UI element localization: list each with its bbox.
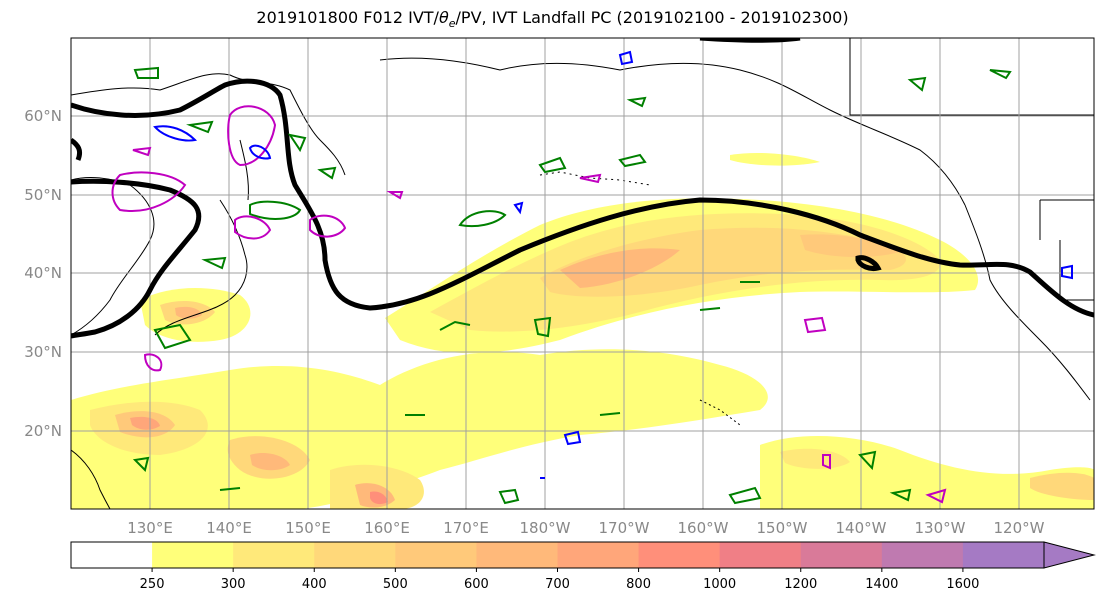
lon-tick-160e: 160°E — [364, 519, 410, 537]
lon-tick-120w: 120°W — [994, 519, 1045, 537]
lon-tick-180w: 180°W — [520, 519, 571, 537]
colorbar-cell — [719, 542, 802, 568]
colorbar-label: 800 — [626, 577, 651, 592]
lon-tick-150e: 150°E — [285, 519, 331, 537]
theta-contours — [132, 66, 1012, 505]
lat-tick-60n: 60°N — [24, 107, 62, 125]
lon-tick-170e: 170°E — [443, 519, 489, 537]
lat-tick-20n: 20°N — [24, 422, 62, 440]
colorbar-cell — [557, 542, 640, 568]
lat-tick-50n: 50°N — [24, 186, 62, 204]
lon-tick-140w: 140°W — [836, 519, 887, 537]
colorbar-cell-below — [71, 542, 153, 568]
colorbar-label: 700 — [545, 577, 570, 592]
colorbar-cell — [638, 542, 721, 568]
colorbar-label: 400 — [302, 577, 327, 592]
pv-contour — [71, 38, 1094, 339]
lon-tick-150w: 150°W — [757, 519, 808, 537]
lon-tick-labels: 130°E 140°E 150°E 160°E 170°E 180°W 170°… — [127, 519, 1044, 537]
ivt-shading — [71, 152, 1094, 509]
colorbar-label: 1600 — [946, 577, 979, 592]
ivt-contours-blue — [153, 50, 1073, 479]
colorbar-cell — [314, 542, 396, 568]
colorbar-labels: 250 300 400 500 600 700 800 1000 1200 1400 1600 — [140, 568, 979, 592]
colorbar-extend-arrow — [1043, 541, 1096, 569]
lon-tick-130w: 130°W — [915, 519, 966, 537]
colorbar-cell — [395, 542, 477, 568]
colorbar-label: 300 — [221, 577, 246, 592]
colorbar-cells — [71, 542, 1045, 568]
lon-tick-160w: 160°W — [678, 519, 729, 537]
colorbar-cell — [962, 542, 1045, 568]
lat-tick-labels: 60°N 50°N 40°N 30°N 20°N — [24, 107, 62, 440]
colorbar-cell — [881, 542, 964, 568]
map-panel — [71, 38, 1094, 509]
colorbar-cell — [233, 542, 315, 568]
colorbar-cell — [476, 542, 558, 568]
lon-tick-170w: 170°W — [599, 519, 650, 537]
lon-tick-130e: 130°E — [127, 519, 173, 537]
colorbar-label: 600 — [464, 577, 489, 592]
map-title: 2019101800 F012 IVT/θe/PV, IVT Landfall … — [256, 8, 849, 31]
colorbar-label: 250 — [140, 577, 165, 592]
colorbar: 250 300 400 500 600 700 800 1000 1200 1400 1600 — [70, 541, 1096, 592]
colorbar-label: 1000 — [703, 577, 736, 592]
colorbar-label: 1200 — [784, 577, 817, 592]
map-frame — [70, 37, 1095, 510]
colorbar-label: 1400 — [865, 577, 898, 592]
colorbar-cell — [152, 542, 234, 568]
lat-tick-40n: 40°N — [24, 264, 62, 282]
colorbar-cell — [800, 542, 883, 568]
lon-tick-140e: 140°E — [206, 519, 252, 537]
lat-tick-30n: 30°N — [24, 343, 62, 361]
colorbar-label: 500 — [383, 577, 408, 592]
